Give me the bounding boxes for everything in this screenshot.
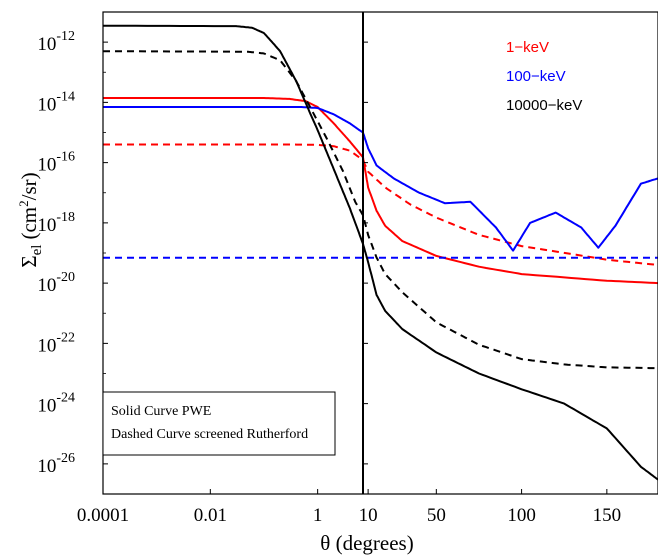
y-tick-exponent: -12 — [56, 29, 75, 44]
series-1-kev-dashed — [103, 143, 658, 266]
x-tick-label: 0.0001 — [77, 505, 129, 526]
y-axis-label: Σel (cm2/sr) — [16, 172, 45, 267]
y-tick-exponent: -24 — [56, 391, 75, 406]
y-tick-base: 10 — [37, 94, 56, 115]
x-tick-label: 0.01 — [194, 505, 227, 526]
y-tick-exponent: -26 — [56, 451, 75, 466]
x-tick-label: 10 — [359, 505, 378, 526]
legend-entry-10000kev: 10000−keV — [506, 97, 582, 114]
series-10000-kev-dashed — [103, 50, 658, 370]
y-tick-exponent: -22 — [56, 330, 75, 345]
annotation-line-solid: Solid Curve PWE — [111, 404, 211, 419]
x-tick-label: 150 — [593, 505, 622, 526]
annotation-line-dashed: Dashed Curve screened Rutherford — [111, 427, 308, 442]
y-tick-exponent: -16 — [56, 150, 75, 165]
legend-entry-100kev: 100−keV — [506, 68, 566, 85]
axes-group — [102, 11, 658, 495]
y-tick-base: 10 — [37, 275, 56, 296]
y-tick-base: 10 — [37, 215, 56, 236]
series-1-kev-solid — [103, 97, 658, 285]
y-tick-label: 10-20 — [37, 270, 75, 296]
y-tick-base: 10 — [37, 335, 56, 356]
y-axis-label-unit-exponent: 2 — [16, 200, 31, 207]
legend-box — [492, 26, 618, 128]
annotation-frame — [102, 391, 336, 456]
series-10000-kev-solid — [102, 24, 658, 481]
y-axis-label-unit: (cm — [17, 207, 41, 240]
y-axis-label-sigma: Σ — [17, 255, 41, 267]
legend-entry-1kev: 1−keV — [506, 39, 549, 56]
y-tick-label: 10-26 — [37, 451, 75, 477]
x-tick-label: 100 — [507, 505, 536, 526]
y-tick-label: 10-24 — [37, 391, 75, 417]
y-axis-label-unit-end: /sr) — [17, 172, 41, 200]
y-tick-label: 10-16 — [37, 150, 75, 176]
y-tick-base: 10 — [37, 155, 56, 176]
series-group — [102, 24, 658, 481]
y-tick-exponent: -14 — [56, 89, 75, 104]
annotation-box: Solid Curve PWE Dashed Curve screened Ru… — [102, 391, 336, 456]
x-axis-label: θ (degrees) — [320, 531, 413, 555]
y-tick-exponent: -18 — [56, 210, 75, 225]
y-axis-label-subscript: el — [29, 245, 45, 256]
y-tick-label: 10-22 — [37, 330, 75, 356]
y-tick-base: 10 — [37, 396, 56, 417]
legend: 1−keV 100−keV 10000−keV — [492, 26, 618, 128]
y-tick-label: 10-18 — [37, 210, 75, 236]
tick-labels-group: 10-1210-1410-1610-1810-2010-2210-2410-26… — [37, 29, 621, 526]
series-100-kev-solid — [103, 106, 658, 252]
y-tick-label: 10-14 — [37, 89, 75, 115]
x-tick-label: 50 — [427, 505, 446, 526]
y-tick-base: 10 — [37, 456, 56, 477]
y-tick-exponent: -20 — [56, 270, 75, 285]
y-tick-label: 10-12 — [37, 29, 75, 55]
x-tick-label: 1 — [313, 505, 323, 526]
y-tick-base: 10 — [37, 34, 56, 55]
